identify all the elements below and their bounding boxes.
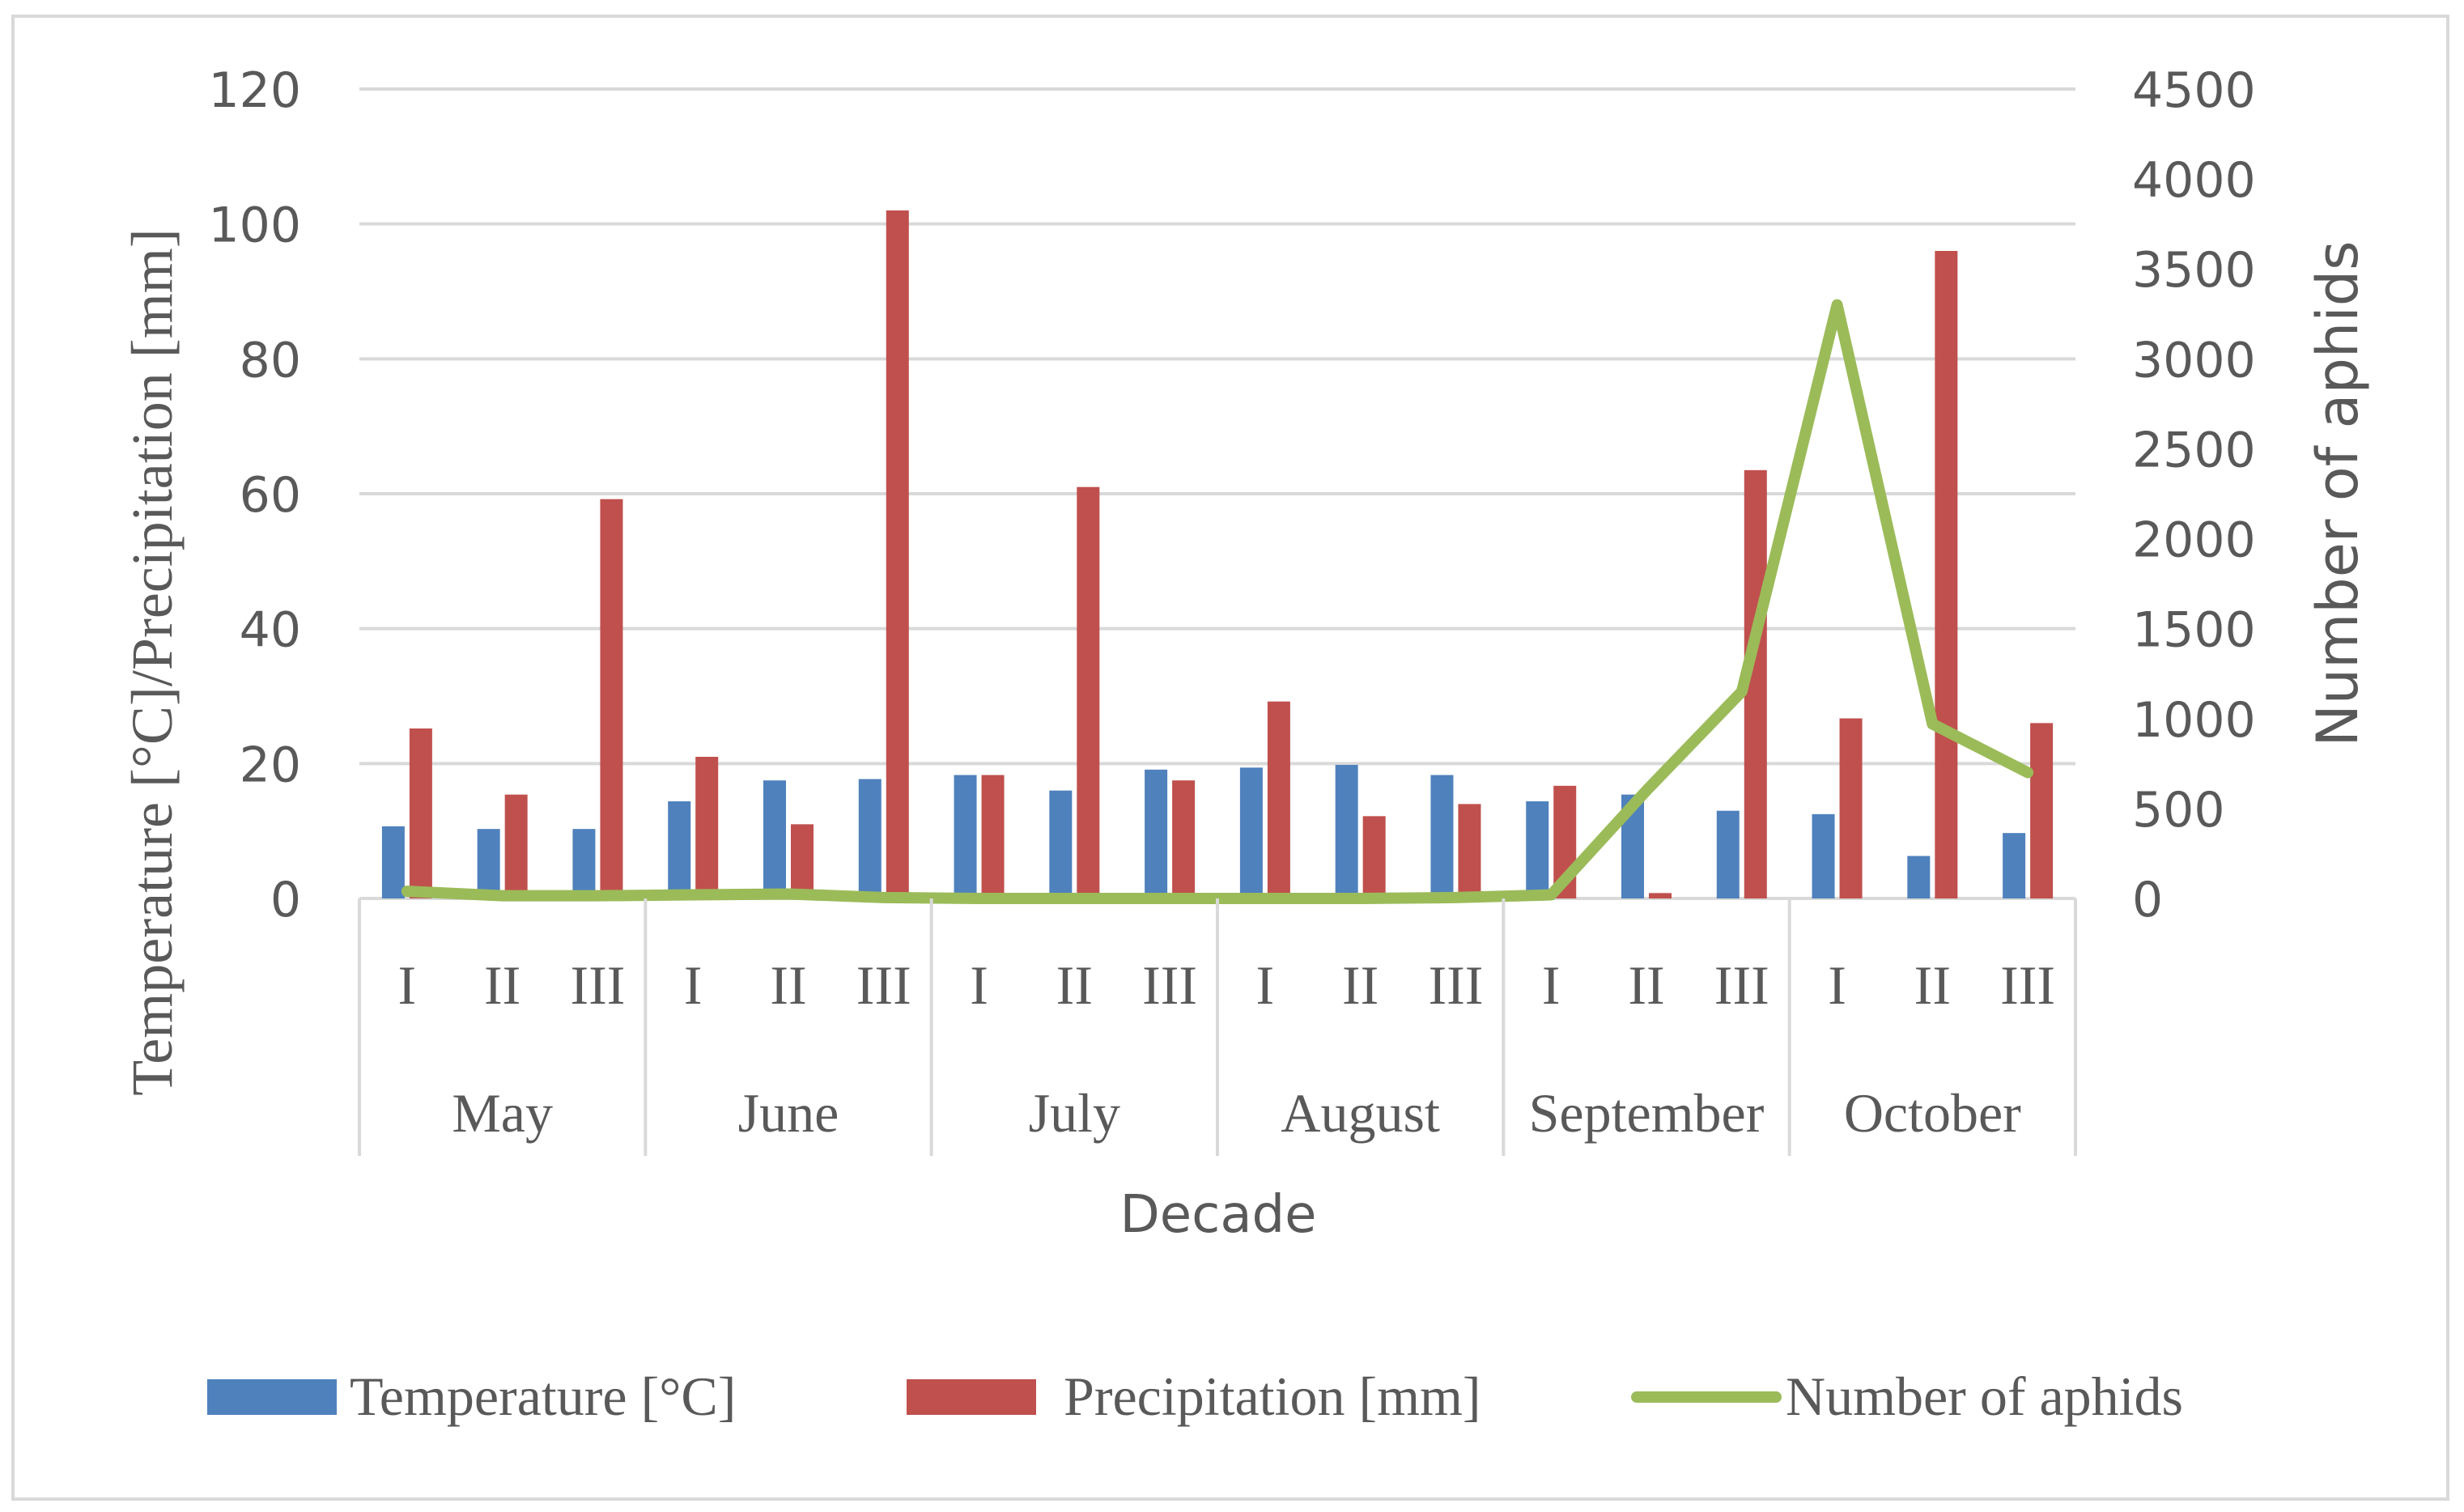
decade-label: III xyxy=(1142,954,1197,1016)
decade-label: III xyxy=(1714,954,1769,1016)
gridlines xyxy=(359,87,2075,900)
bar-precipitation xyxy=(1935,251,1958,898)
bar-temperature xyxy=(1239,767,1263,898)
bar-temperature xyxy=(1812,813,1835,898)
left-axis-ticks: 0 20 40 60 80 100 120 xyxy=(208,62,301,928)
left-tick-label: 80 xyxy=(240,332,301,389)
right-tick-label: 2500 xyxy=(2132,422,2256,478)
month-label: May xyxy=(452,1082,553,1144)
bar-temperature xyxy=(1049,790,1073,898)
bar-precipitation xyxy=(600,499,623,898)
legend-swatch xyxy=(907,1379,1036,1415)
month-label: June xyxy=(738,1082,839,1144)
bar-temperature xyxy=(572,829,596,898)
decade-label: III xyxy=(570,954,625,1016)
bar-precipitation xyxy=(504,794,528,898)
bar-temperature xyxy=(1526,801,1549,898)
left-tick-label: 20 xyxy=(240,737,301,793)
bar-temperature xyxy=(954,775,977,898)
left-tick-label: 120 xyxy=(208,62,301,119)
bar-temperature xyxy=(1907,856,1931,898)
right-tick-label: 1500 xyxy=(2132,602,2256,659)
right-tick-label: 4000 xyxy=(2132,152,2256,209)
bar-temperature xyxy=(381,826,405,898)
decade-label: II xyxy=(1056,954,1093,1016)
decade-label: I xyxy=(1256,954,1275,1016)
legend-label: Temperature [°C] xyxy=(350,1365,736,1427)
right-tick-label: 3000 xyxy=(2132,332,2256,389)
legend-label: Number of aphids xyxy=(1786,1365,2183,1427)
legend-swatch xyxy=(207,1379,337,1415)
bar-temperature xyxy=(1430,775,1454,898)
bar-precipitation xyxy=(981,775,1005,898)
decade-label: I xyxy=(1828,954,1846,1016)
month-label: September xyxy=(1529,1082,1765,1144)
bar-temperature xyxy=(1716,810,1740,898)
bar-temperature xyxy=(858,779,882,898)
decade-label: II xyxy=(484,954,520,1016)
right-tick-label: 1000 xyxy=(2132,692,2256,749)
decade-label: I xyxy=(684,954,703,1016)
bar-temperature xyxy=(1335,765,1358,898)
bar-precipitation xyxy=(1077,486,1100,898)
bar-temperature xyxy=(477,829,500,898)
bar-precipitation xyxy=(886,210,909,898)
bar-precipitation xyxy=(1839,718,1863,898)
right-tick-label: 500 xyxy=(2132,782,2225,839)
bar-temperature xyxy=(2003,833,2026,898)
decade-label: III xyxy=(856,954,911,1016)
legend: Temperature [°C] Precipitation [mm] Number… xyxy=(207,1365,2183,1427)
decade-label: I xyxy=(1542,954,1561,1016)
bar-precipitation xyxy=(2030,723,2054,898)
right-tick-label: 0 xyxy=(2132,872,2163,928)
bar-series xyxy=(381,210,2054,898)
x-axis-title: Decade xyxy=(1119,1185,1316,1245)
bar-temperature xyxy=(668,801,691,898)
decade-label: II xyxy=(1914,954,1951,1016)
decade-label: III xyxy=(1428,954,1483,1016)
left-tick-label: 60 xyxy=(240,467,301,524)
bar-precipitation xyxy=(409,728,432,898)
bar-precipitation xyxy=(1172,780,1196,898)
bar-precipitation xyxy=(1362,816,1386,898)
bar-temperature xyxy=(763,780,786,898)
bar-precipitation xyxy=(1267,701,1290,898)
right-axis-title: Number of aphids xyxy=(2305,240,2371,746)
bar-precipitation xyxy=(791,824,814,898)
decade-label: I xyxy=(398,954,417,1016)
bar-precipitation xyxy=(1458,804,1481,898)
decade-label: II xyxy=(1342,954,1379,1016)
bar-temperature xyxy=(1145,769,1168,898)
decade-label: III xyxy=(2000,954,2055,1016)
decade-label: I xyxy=(970,954,988,1016)
left-axis-title: Temperature [°C]/Precipitation [mm] xyxy=(120,228,185,1095)
month-label: July xyxy=(1029,1082,1120,1144)
decade-label: II xyxy=(770,954,806,1016)
bar-precipitation xyxy=(1649,893,1672,898)
right-tick-label: 4500 xyxy=(2132,62,2256,119)
left-tick-label: 100 xyxy=(208,197,301,254)
decade-label: II xyxy=(1628,954,1664,1016)
month-label: August xyxy=(1281,1082,1440,1144)
month-label: October xyxy=(1844,1082,2021,1144)
legend-label: Precipitation [mm] xyxy=(1064,1365,1481,1427)
right-axis-ticks: 0 500 1000 1500 2000 2500 3000 3500 4000 4500 xyxy=(2132,62,2256,928)
right-tick-label: 2000 xyxy=(2132,512,2256,569)
right-tick-label: 3500 xyxy=(2132,242,2256,299)
left-tick-label: 0 xyxy=(270,872,301,928)
chart-border xyxy=(11,15,2449,1501)
left-tick-label: 40 xyxy=(240,602,301,659)
bar-precipitation xyxy=(695,757,719,898)
